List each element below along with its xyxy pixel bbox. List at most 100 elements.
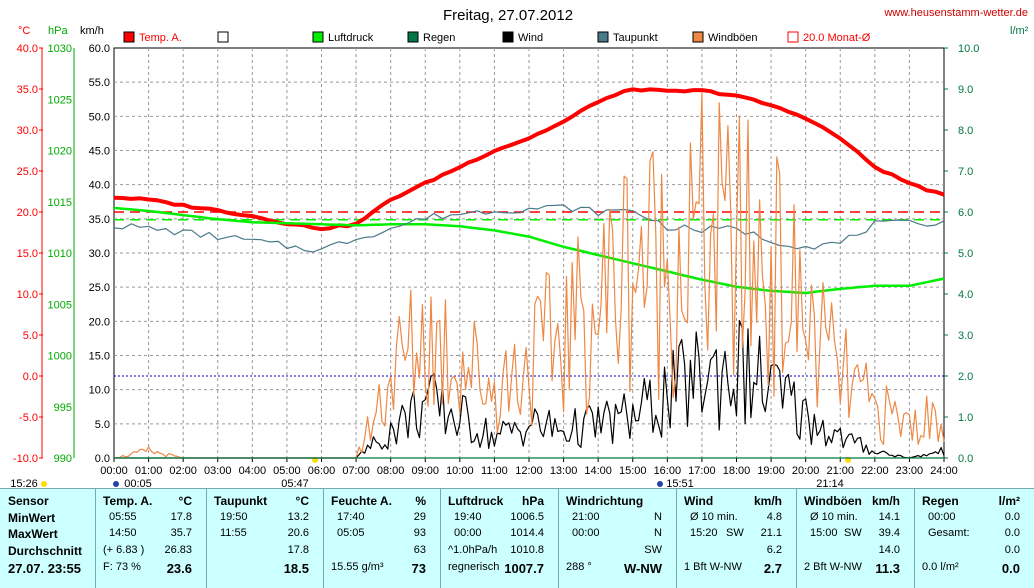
rain-tick-label: 4.0 bbox=[958, 289, 973, 301]
stats-header: Windrichtung bbox=[566, 494, 644, 508]
stats-value: W-NW bbox=[624, 561, 662, 576]
stats-row-label: 27.07. 23:55 bbox=[8, 561, 82, 576]
legend-swatch bbox=[217, 31, 229, 43]
stats-value: 18.5 bbox=[283, 561, 309, 576]
wind-tick-label: 25.0 bbox=[89, 282, 110, 294]
time-tick-label: 10:00 bbox=[446, 465, 474, 477]
legend-swatch bbox=[692, 31, 704, 43]
wind-tick-label: 40.0 bbox=[89, 180, 110, 192]
stats-value: 0.0 bbox=[1004, 544, 1020, 556]
stats-header: Sensor bbox=[8, 494, 49, 508]
stats-cell: Ø 10 min. bbox=[810, 511, 858, 523]
legend-item bbox=[217, 31, 229, 43]
series-line-taupunkt bbox=[113, 204, 945, 253]
temp-tick-label: 35.0 bbox=[17, 84, 38, 96]
stats-value: 17.8 bbox=[287, 544, 309, 556]
temp-tick-label: 0.0 bbox=[23, 371, 38, 383]
rain-tick-label: 0.0 bbox=[958, 453, 973, 465]
time-tick-label: 02:00 bbox=[169, 465, 197, 477]
press-tick-label: 1000 bbox=[48, 351, 72, 363]
stats-value: 21.1 bbox=[760, 527, 782, 539]
sun-time-label: 15:51 bbox=[666, 478, 694, 488]
stats-row-label: MaxWert bbox=[8, 527, 58, 541]
wind-tick-label: 10.0 bbox=[89, 385, 110, 397]
stats-cell: 00:00 bbox=[572, 527, 600, 539]
stats-unit: km/h bbox=[753, 494, 782, 508]
stats-value: 0.0 bbox=[1004, 511, 1020, 523]
time-tick-label: 20:00 bbox=[792, 465, 820, 477]
time-tick-label: 22:00 bbox=[861, 465, 889, 477]
stats-cell: 00:00 bbox=[454, 527, 482, 539]
stats-unit: l/m² bbox=[998, 494, 1020, 508]
stats-value: 1007.7 bbox=[504, 561, 544, 576]
stats-header: Taupunkt bbox=[214, 494, 268, 508]
legend-item: Wind bbox=[502, 31, 543, 44]
temp-tick-label: 25.0 bbox=[17, 166, 38, 178]
legend-swatch bbox=[123, 31, 135, 43]
wind-tick-label: 20.0 bbox=[89, 316, 110, 328]
legend-item: Taupunkt bbox=[597, 31, 658, 44]
rain-tick-label: 1.0 bbox=[958, 412, 973, 424]
rain-tick-label: 8.0 bbox=[958, 125, 973, 137]
stats-unit: °C bbox=[295, 494, 309, 508]
moon-icon bbox=[113, 481, 119, 487]
stats-cell: SW bbox=[726, 527, 744, 539]
stats-cell: SW bbox=[844, 527, 862, 539]
legend-swatch bbox=[597, 31, 609, 43]
stats-column-hum bbox=[323, 489, 441, 588]
stats-cell: 1 Bft W-NW bbox=[684, 561, 742, 573]
stats-value: 1014.4 bbox=[510, 527, 544, 539]
stats-value: 14.0 bbox=[878, 544, 900, 556]
stats-value: 1010.8 bbox=[510, 544, 544, 556]
press-tick-label: 1010 bbox=[48, 248, 72, 260]
stats-header: Temp. A. bbox=[103, 494, 153, 508]
stats-cell: Ø 10 min. bbox=[690, 511, 738, 523]
stats-cell: F: 73 % bbox=[103, 561, 141, 573]
stats-cell: 15:00 bbox=[810, 527, 838, 539]
legend-label: Regen bbox=[423, 32, 455, 44]
rain-tick-label: 2.0 bbox=[958, 371, 973, 383]
legend-swatch bbox=[787, 31, 799, 43]
legend-item: Luftdruck bbox=[312, 31, 374, 44]
press-tick-label: 1005 bbox=[48, 299, 72, 311]
stats-cell: 14:50 bbox=[109, 527, 137, 539]
stats-value: 73 bbox=[411, 561, 426, 576]
time-tick-label: 14:00 bbox=[584, 465, 612, 477]
stats-cell: 19:50 bbox=[220, 511, 248, 523]
time-tick-label: 16:00 bbox=[654, 465, 682, 477]
legend-label: Taupunkt bbox=[613, 32, 658, 44]
stats-value: 11.3 bbox=[875, 561, 900, 576]
stats-value: 13.2 bbox=[287, 511, 309, 523]
legend: Temp. A. Luftdruck Regen Wind Taupunkt Windbö… bbox=[123, 31, 871, 44]
legend-item: Windböen bbox=[692, 31, 758, 44]
stats-header: Wind bbox=[684, 494, 714, 508]
temp-tick-label: 20.0 bbox=[17, 207, 38, 219]
unit-temp: °C bbox=[18, 25, 30, 37]
legend-label: Windböen bbox=[708, 32, 758, 44]
time-tick-label: 13:00 bbox=[550, 465, 578, 477]
weather-chart: Freitag, 27.07.2012 www.heusenstamm-wett… bbox=[10, 7, 1028, 488]
series-layer bbox=[113, 87, 945, 459]
stats-cell: 19:40 bbox=[454, 511, 482, 523]
rain-tick-label: 9.0 bbox=[958, 84, 973, 96]
stats-cell: regnerisch bbox=[448, 561, 500, 573]
stats-unit: km/h bbox=[871, 494, 900, 508]
time-tick-label: 05:00 bbox=[273, 465, 301, 477]
wind-tick-label: 45.0 bbox=[89, 146, 110, 158]
press-tick-label: 1015 bbox=[48, 197, 72, 209]
unit-press: hPa bbox=[48, 25, 68, 37]
wind-tick-label: 60.0 bbox=[89, 43, 110, 55]
stats-unit: % bbox=[415, 494, 426, 508]
temp-tick-label: 15.0 bbox=[17, 248, 38, 260]
stats-value: 0.0 bbox=[1001, 561, 1020, 576]
time-tick-label: 00:00 bbox=[100, 465, 128, 477]
time-tick-label: 18:00 bbox=[723, 465, 751, 477]
legend-swatch bbox=[312, 31, 324, 43]
press-tick-label: 1020 bbox=[48, 146, 72, 158]
rain-tick-label: 5.0 bbox=[958, 248, 973, 260]
grid bbox=[113, 47, 945, 459]
series-line-luftdruck bbox=[113, 206, 945, 295]
time-tick-label: 23:00 bbox=[896, 465, 924, 477]
site-url: www.heusenstamm-wetter.de bbox=[883, 7, 1028, 19]
stats-unit: hPa bbox=[521, 494, 544, 508]
